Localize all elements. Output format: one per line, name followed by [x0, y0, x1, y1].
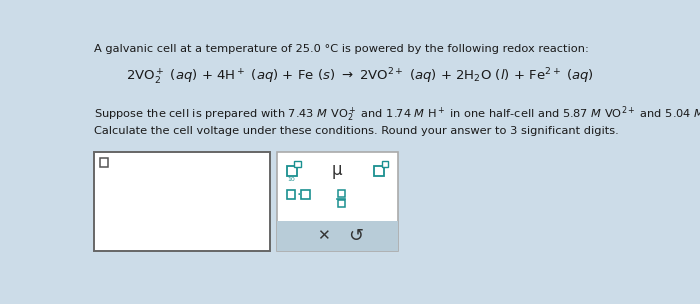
Bar	[94, 152, 270, 250]
Bar	[374, 166, 384, 176]
Bar	[338, 191, 345, 197]
Bar	[277, 221, 398, 250]
Text: $2\mathrm{VO_2^+}$ $(aq)$ + $4\mathrm{H^+}$ $(aq)$ + Fe $(s)$ $\rightarrow$ $2\m: $2\mathrm{VO_2^+}$ $(aq)$ + $4\mathrm{H^…	[126, 67, 594, 87]
Text: 10: 10	[288, 177, 295, 181]
Text: ↺: ↺	[348, 227, 363, 245]
Text: μ: μ	[332, 161, 342, 179]
Text: Calculate the cell voltage under these conditions. Round your answer to 3 signif: Calculate the cell voltage under these c…	[94, 126, 619, 136]
Text: Suppose the cell is prepared with 7.43 $M$ $\mathrm{VO_2^+}$ and 1.74 $M$ $\math: Suppose the cell is prepared with 7.43 $…	[94, 104, 700, 124]
Bar	[338, 201, 345, 207]
Bar	[382, 161, 389, 168]
Text: A galvanic cell at a temperature of 25.0 °C is powered by the following redox re: A galvanic cell at a temperature of 25.0…	[94, 44, 589, 54]
Bar	[277, 152, 398, 250]
Bar	[302, 191, 310, 199]
Text: ·: ·	[296, 188, 300, 202]
Bar	[100, 158, 108, 167]
Bar	[287, 191, 295, 199]
Bar	[295, 161, 300, 168]
Text: ✕: ✕	[316, 228, 330, 244]
Bar	[287, 166, 297, 176]
